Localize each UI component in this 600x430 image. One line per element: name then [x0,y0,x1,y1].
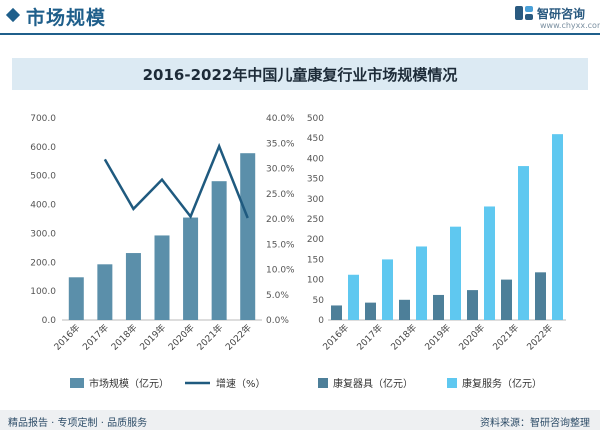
brand-url: www.chyxx.com [540,21,600,30]
bar-rehab-service [416,246,427,320]
x-tick-label: 2022年 [524,322,555,353]
bar-rehab-service [348,274,359,320]
bar-rehab-service [382,259,393,320]
legend-label-service: 康复服务（亿元） [462,377,542,390]
bar-rehab-equipment [535,272,546,320]
y-tick-label: 300 [307,195,324,205]
bar-market-size [125,253,141,320]
y-tick-label-left: 300.0 [30,229,56,239]
legend-swatch-market-size [70,378,84,388]
bar-rehab-service [450,226,461,320]
bar-market-size [183,217,199,320]
y-tick-label-right: 15.0% [266,240,295,250]
logo-icon [515,6,533,20]
y-tick-label: 400 [307,154,324,164]
y-tick-label: 500 [307,114,324,124]
x-tick-label: 2018年 [388,322,419,353]
legend-label-growth: 增速（%） [216,377,266,390]
bar-rehab-equipment [501,279,512,320]
y-tick-label-right: 10.0% [266,266,295,276]
bar-rehab-equipment [467,290,478,320]
y-tick-label-right: 20.0% [266,215,295,225]
x-tick-label: 2020年 [456,322,487,353]
chart-title-banner [12,58,588,90]
footer-tagline: 精品报告 · 专项定制 · 品质服务 [8,418,148,429]
bar-rehab-equipment [365,302,376,320]
y-tick-label: 250 [307,215,324,225]
bar-market-size [68,277,84,320]
bar-market-size [211,181,227,320]
x-tick-label: 2017年 [80,322,111,353]
page-title: 市场规模 [26,7,107,29]
y-tick-label-left: 400.0 [30,201,56,211]
bar-market-size [97,264,113,320]
legend-swatch-service [447,378,457,388]
chart-market-size: 0.0 100.0 200.0 300.0 400.0 500.0 600.0 700.0 0.… [30,114,295,390]
footer-source: 资料来源：智研咨询整理 [480,418,590,429]
x-tick-label: 2016年 [51,322,82,353]
x-tick-label: 2020年 [166,322,197,353]
y-tick-label-left: 500.0 [30,172,56,182]
chart-title: 2016-2022年中国儿童康复行业市场规模情况 [142,66,458,84]
x-tick-label: 2021年 [194,322,225,353]
legend-label-equipment: 康复器具（亿元） [333,377,413,390]
bar-market-size [240,153,256,320]
bar-rehab-service [552,134,563,320]
x-tick-label: 2019年 [137,322,168,353]
x-tick-label: 2019年 [422,322,453,353]
y-tick-label-right: 25.0% [266,190,295,200]
x-tick-label: 2017年 [354,322,385,353]
chart-composition: 0 50 100 150 200 250 300 350 400 450 500 2016年 2017年… [307,114,566,390]
y-tick-label-right: 5.0% [266,291,289,301]
y-tick-label-right: 0.0% [266,316,289,326]
bar-rehab-service [484,206,495,320]
y-tick-label-right: 30.0% [266,165,295,175]
y-tick-label-left: 200.0 [30,258,56,268]
footer [0,410,600,430]
header-divider [0,33,600,35]
y-tick-label: 200 [307,235,324,245]
y-tick-label-right: 40.0% [266,114,295,124]
bar-rehab-equipment [331,305,342,320]
y-tick-label-left: 100.0 [30,287,56,297]
line-growth-rate [103,142,249,219]
y-tick-label: 100 [307,276,324,286]
legend-label-market-size: 市场规模（亿元） [89,377,169,390]
y-tick-label-left: 700.0 [30,114,56,124]
legend-swatch-equipment [318,378,328,388]
x-tick-label: 2022年 [223,322,254,353]
y-tick-label-left: 0.0 [42,316,57,326]
y-tick-label: 450 [307,134,324,144]
y-tick-label-right: 35.0% [266,139,295,149]
x-tick-label: 2016年 [320,322,351,353]
x-tick-label: 2018年 [109,322,140,353]
brand-name: 智研咨询 [537,7,586,21]
bar-rehab-equipment [399,299,410,320]
y-tick-label: 0 [318,316,324,326]
y-tick-label: 350 [307,175,324,185]
x-tick-label: 2021年 [490,322,521,353]
y-tick-label: 150 [307,255,324,265]
header: 市场规模 智研咨询 www.chyxx.com [0,0,600,35]
bar-market-size [154,235,170,320]
bar-rehab-equipment [433,294,444,320]
y-tick-label: 50 [313,296,325,306]
y-tick-label-left: 600.0 [30,143,56,153]
bar-rehab-service [518,166,529,320]
